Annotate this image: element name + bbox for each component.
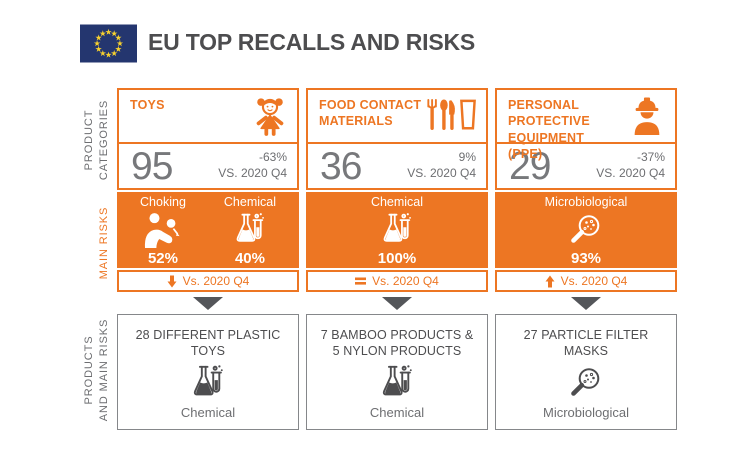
microbiological-magnifier-icon — [569, 366, 603, 400]
card-toys: TOYS 95 -63% VS. — [117, 88, 299, 430]
product-risk-label: Chemical — [180, 405, 236, 420]
product-description: 27 PARTICLE FILTER MASKS — [523, 328, 649, 359]
chemical-flask-icon — [383, 212, 412, 242]
arrow-up-icon — [545, 275, 555, 287]
change-vs-label: VS. 2020 Q4 — [407, 166, 476, 180]
risk-percent: 40% — [234, 249, 265, 267]
change-percent: -63% — [258, 150, 287, 165]
main-risks-box: Microbiological 93% — [495, 192, 677, 268]
risk-percent: 100% — [377, 249, 417, 267]
recall-count-box: 36 9% VS. 2020 Q4 — [306, 142, 488, 190]
row-label-main-risks: MAIN RISKS — [98, 206, 110, 280]
recall-count: 29 — [509, 144, 551, 188]
equals-icon — [355, 277, 367, 285]
card-food-contact-materials: FOOD CONTACT MATERIALS 36 — [306, 88, 488, 430]
recall-count-box: 95 -63% VS. 2020 Q4 — [117, 142, 299, 190]
trend-label: Vs. 2020 Q4 — [182, 274, 250, 288]
category-title: PERSONAL PROTECTIVE EQUIPMENT (PPE) — [508, 98, 590, 161]
row-label-product-categories: PRODUCT CATEGORIES — [83, 99, 110, 181]
product-description: 28 DIFFERENT PLASTIC TOYS — [135, 328, 281, 359]
arrow-down-icon — [167, 275, 177, 287]
connector-arrow-icon — [571, 297, 601, 310]
risk-percent: 52% — [147, 249, 178, 267]
row-label-products-and-main-risks: PRODUCTS AND MAIN RISKS — [83, 318, 110, 422]
chemical-flask-icon — [193, 364, 224, 396]
recall-count-box: 29 -37% VS. 2020 Q4 — [495, 142, 677, 190]
worker-hardhat-icon — [634, 97, 660, 135]
main-risks-box: Choking 52% — [117, 192, 299, 268]
products-box: 27 PARTICLE FILTER MASKS Microbiological — [495, 314, 677, 430]
cutlery-cup-icon — [427, 99, 476, 130]
recall-count: 95 — [131, 144, 173, 188]
chemical-flask-icon — [382, 364, 413, 396]
change-percent: 9% — [458, 150, 476, 165]
category-header-food-contact: FOOD CONTACT MATERIALS — [306, 88, 488, 144]
risk-name: Chemical — [370, 195, 424, 210]
risk-name: Microbiological — [544, 195, 628, 210]
risk-name: Chemical — [223, 195, 277, 210]
risk-chemical: Chemical 100% — [371, 196, 423, 266]
trend-strip: Vs. 2020 Q4 — [306, 270, 488, 292]
connector-arrow-icon — [193, 297, 223, 310]
choking-icon — [144, 212, 180, 248]
product-risk-label: Chemical — [369, 405, 425, 420]
trend-strip: Vs. 2020 Q4 — [117, 270, 299, 292]
recall-change: -63% VS. 2020 Q4 — [218, 150, 287, 181]
risk-percent: 93% — [570, 249, 602, 267]
products-box: 7 BAMBOO PRODUCTS & 5 NYLON PRODUCTS Che… — [306, 314, 488, 430]
risk-chemical: Chemical 40% — [224, 196, 276, 266]
category-header-ppe: PERSONAL PROTECTIVE EQUIPMENT (PPE) — [495, 88, 677, 161]
change-vs-label: VS. 2020 Q4 — [596, 166, 665, 180]
doll-icon — [256, 98, 284, 136]
trend-label: Vs. 2020 Q4 — [372, 274, 439, 288]
card-ppe: PERSONAL PROTECTIVE EQUIPMENT (PPE) 29 -… — [495, 88, 677, 430]
recall-count: 36 — [320, 144, 362, 188]
category-columns: TOYS 95 -63% VS. — [117, 88, 677, 430]
main-risks-box: Chemical 100% — [306, 192, 488, 268]
product-description: 7 BAMBOO PRODUCTS & 5 NYLON PRODUCTS — [320, 328, 474, 359]
risk-choking: Choking 52% — [140, 196, 186, 266]
change-vs-label: VS. 2020 Q4 — [218, 166, 287, 180]
risk-microbiological: Microbiological 93% — [545, 196, 628, 266]
recall-change: -37% VS. 2020 Q4 — [596, 150, 665, 181]
trend-strip: Vs. 2020 Q4 — [495, 270, 677, 292]
change-percent: -37% — [636, 150, 665, 165]
category-title: FOOD CONTACT MATERIALS — [319, 98, 422, 129]
risk-name: Choking — [140, 195, 186, 210]
category-title: TOYS — [130, 98, 165, 112]
page-title: EU TOP RECALLS AND RISKS — [148, 29, 476, 55]
recall-change: 9% VS. 2020 Q4 — [407, 150, 476, 181]
microbiological-magnifier-icon — [569, 214, 603, 246]
eu-flag-icon — [80, 24, 137, 63]
trend-label: Vs. 2020 Q4 — [560, 274, 628, 288]
product-risk-label: Microbiological — [543, 405, 629, 420]
connector-arrow-icon — [382, 297, 412, 310]
chemical-flask-icon — [236, 212, 265, 242]
category-header-toys: TOYS — [117, 88, 299, 144]
products-box: 28 DIFFERENT PLASTIC TOYS Chemical — [117, 314, 299, 430]
